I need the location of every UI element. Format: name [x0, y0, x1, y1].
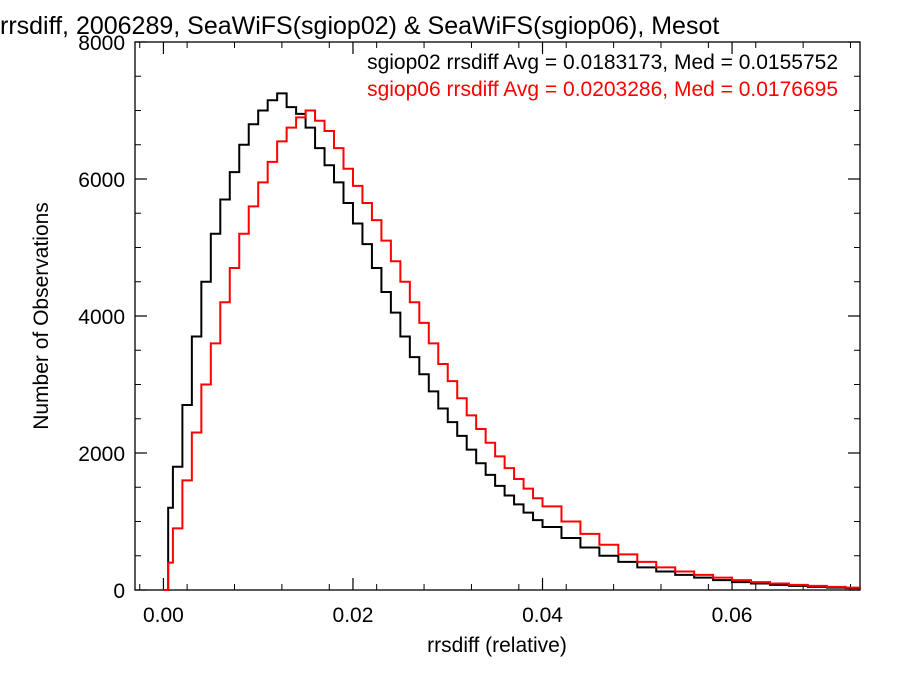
x-tick-label-1: 0.02: [333, 604, 374, 627]
series-line-sgiop02: [163, 92, 861, 591]
series-layer: [163, 92, 861, 591]
x-tick-label-3: 0.06: [712, 604, 753, 627]
y-tick-label-4: 8000: [78, 32, 125, 55]
y-axis-label: Number of Observations: [30, 202, 53, 430]
x-tick-label-2: 0.04: [522, 604, 563, 627]
y-tick-label-3: 6000: [78, 169, 125, 192]
plot-frame: [134, 41, 861, 591]
x-tick-label-0: 0.00: [143, 604, 184, 627]
y-tick-label-0: 0: [113, 580, 125, 603]
y-tick-label-1: 2000: [78, 443, 125, 466]
x-axis-ticks: 0.00 0.02 0.04 0.06: [139, 42, 852, 627]
y-axis-ticks: 0 2000 4000 6000 8000: [78, 32, 860, 603]
x-axis-label: rrsdiff (relative): [427, 634, 567, 657]
series-annotation-sgiop02: sgiop02 rrsdiff Avg = 0.0183173, Med = 0…: [367, 51, 838, 74]
chart-title: rrsdiff, 2006289, SeaWiFS(sgiop02) & Sea…: [0, 12, 719, 40]
y-tick-label-2: 4000: [78, 306, 125, 329]
series-line-sgiop06: [163, 109, 861, 591]
series-annotation-sgiop06: sgiop06 rrsdiff Avg = 0.0203286, Med = 0…: [367, 78, 838, 101]
